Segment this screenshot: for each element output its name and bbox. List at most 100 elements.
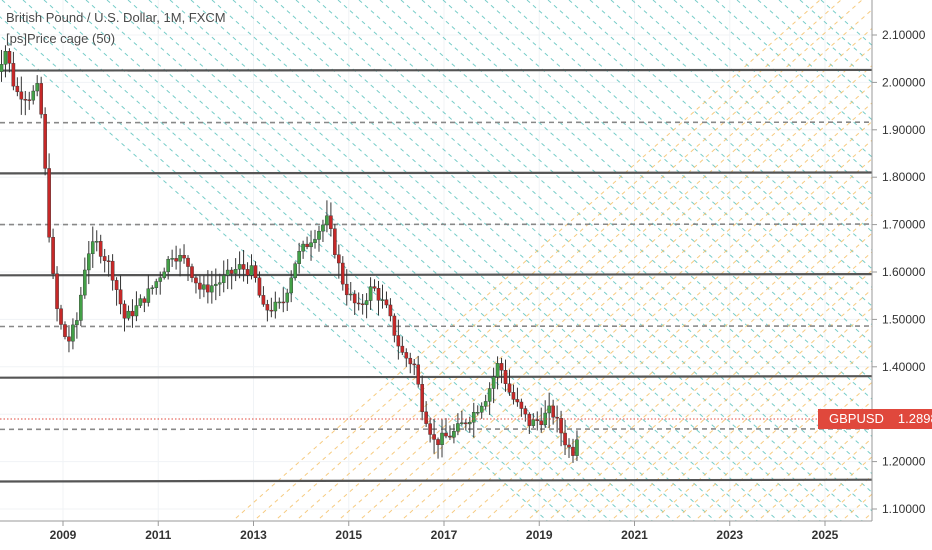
cage-diagonal-orange [430, 104, 932, 550]
candle-body [575, 439, 579, 456]
candle-body [146, 288, 151, 303]
candle-body [154, 281, 159, 288]
candle-body [31, 90, 36, 101]
time-tick-label: 2023 [716, 528, 743, 542]
cage-level-solid [0, 171, 873, 175]
candle-body [432, 434, 436, 440]
price-tick-label: 1.80000 [882, 170, 926, 184]
candle-body [384, 299, 389, 306]
candle-body [233, 269, 238, 274]
candle-body [559, 417, 563, 434]
candle-body [63, 324, 67, 337]
price-tag-value: 1.28989 [897, 411, 932, 427]
candle-body [424, 411, 428, 424]
cage-diagonal-orange [682, 328, 932, 550]
cage-diagonal-orange [724, 365, 932, 550]
price-axis-bg[interactable] [872, 0, 932, 550]
candle-body [329, 215, 333, 229]
indicator-label[interactable]: [ps]Price cage (50) [6, 31, 116, 46]
candle-body [166, 258, 170, 273]
candle-body [178, 255, 182, 262]
candle-body [126, 310, 131, 319]
candle-body [182, 255, 186, 259]
candle-body [59, 308, 63, 325]
cage-diagonal-orange [241, 0, 863, 550]
candle-body [217, 282, 222, 285]
candle-body [487, 388, 492, 402]
candle-body [19, 91, 24, 100]
price-axis[interactable]: 2.10000 2.00000 1.90000 1.80000 1.70000 1.600… [872, 28, 926, 516]
cage-level-solid [0, 375, 873, 379]
cage-diagonal-orange [640, 291, 932, 550]
candle-body [539, 420, 544, 426]
cage-diagonal-teal [505, 0, 932, 379]
candle-body [337, 254, 341, 264]
candle-body [333, 228, 337, 255]
cage-diagonal-teal [85, 0, 707, 550]
cage-level-solid [0, 478, 873, 483]
candle-body [110, 260, 115, 281]
candle-body [210, 285, 214, 293]
candle-body [563, 432, 567, 446]
candle-body [229, 269, 234, 274]
cage-diagonal-orange [598, 253, 932, 550]
cage-diagonal-teal [568, 0, 932, 323]
candle-body [464, 422, 468, 425]
candle-body [257, 277, 262, 296]
candle-body [523, 408, 528, 415]
cage-diagonal-orange [472, 142, 932, 550]
cage-diagonal-orange [199, 0, 821, 550]
candle-body [253, 265, 258, 279]
cage-diagonal-orange [325, 11, 932, 550]
candle-body [273, 301, 278, 312]
cage-level-solid [0, 68, 873, 72]
candle-body [325, 215, 329, 226]
candle-body [499, 363, 504, 371]
time-tick-label: 2021 [621, 528, 648, 542]
candlesticks [0, 45, 579, 463]
cage-diagonal-teal [316, 0, 932, 547]
candle-body [404, 352, 409, 359]
candle-body [35, 83, 40, 92]
candle-body [515, 399, 520, 403]
price-tick-label: 1.40000 [882, 360, 926, 374]
price-tick-label: 1.90000 [882, 123, 926, 137]
cage-diagonal-orange [661, 309, 932, 550]
candle-body [15, 85, 20, 93]
candle-body [225, 269, 230, 276]
candle-body [75, 320, 79, 326]
candle-body [317, 230, 321, 240]
candle-body [440, 432, 444, 446]
cage-diagonal-teal [148, 0, 770, 550]
candle-body [51, 237, 55, 274]
candle-body [475, 412, 480, 414]
candle-body [483, 401, 488, 407]
cage-diagonal-teal [64, 0, 686, 550]
candle-body [503, 370, 508, 384]
cage-diagonal-teal [169, 0, 791, 550]
candle-body [0, 64, 4, 72]
candle-body [321, 224, 325, 232]
candle-body [408, 357, 413, 365]
cage-diagonal-teal [589, 0, 932, 305]
candle-body [134, 305, 139, 317]
candle-body [194, 277, 198, 284]
time-axis[interactable]: 2009 2011 2013 2015 2017 2019 2021 2023 2025 [50, 521, 839, 542]
candle-body [202, 284, 206, 290]
candle-body [519, 401, 524, 409]
time-tick-label: 2009 [50, 528, 77, 542]
candle-body [460, 422, 464, 424]
candle-body [340, 262, 345, 285]
cage-diagonal-teal [211, 0, 833, 550]
candle-body [237, 264, 242, 270]
cage-diagonal-teal [274, 0, 896, 550]
candle-body [309, 242, 313, 248]
candle-body [198, 282, 202, 290]
time-axis-bg[interactable] [0, 521, 932, 550]
price-cage-levels [0, 68, 873, 483]
cage-diagonal-orange [514, 179, 932, 550]
candle-body [265, 304, 270, 311]
candle-body [456, 423, 460, 432]
